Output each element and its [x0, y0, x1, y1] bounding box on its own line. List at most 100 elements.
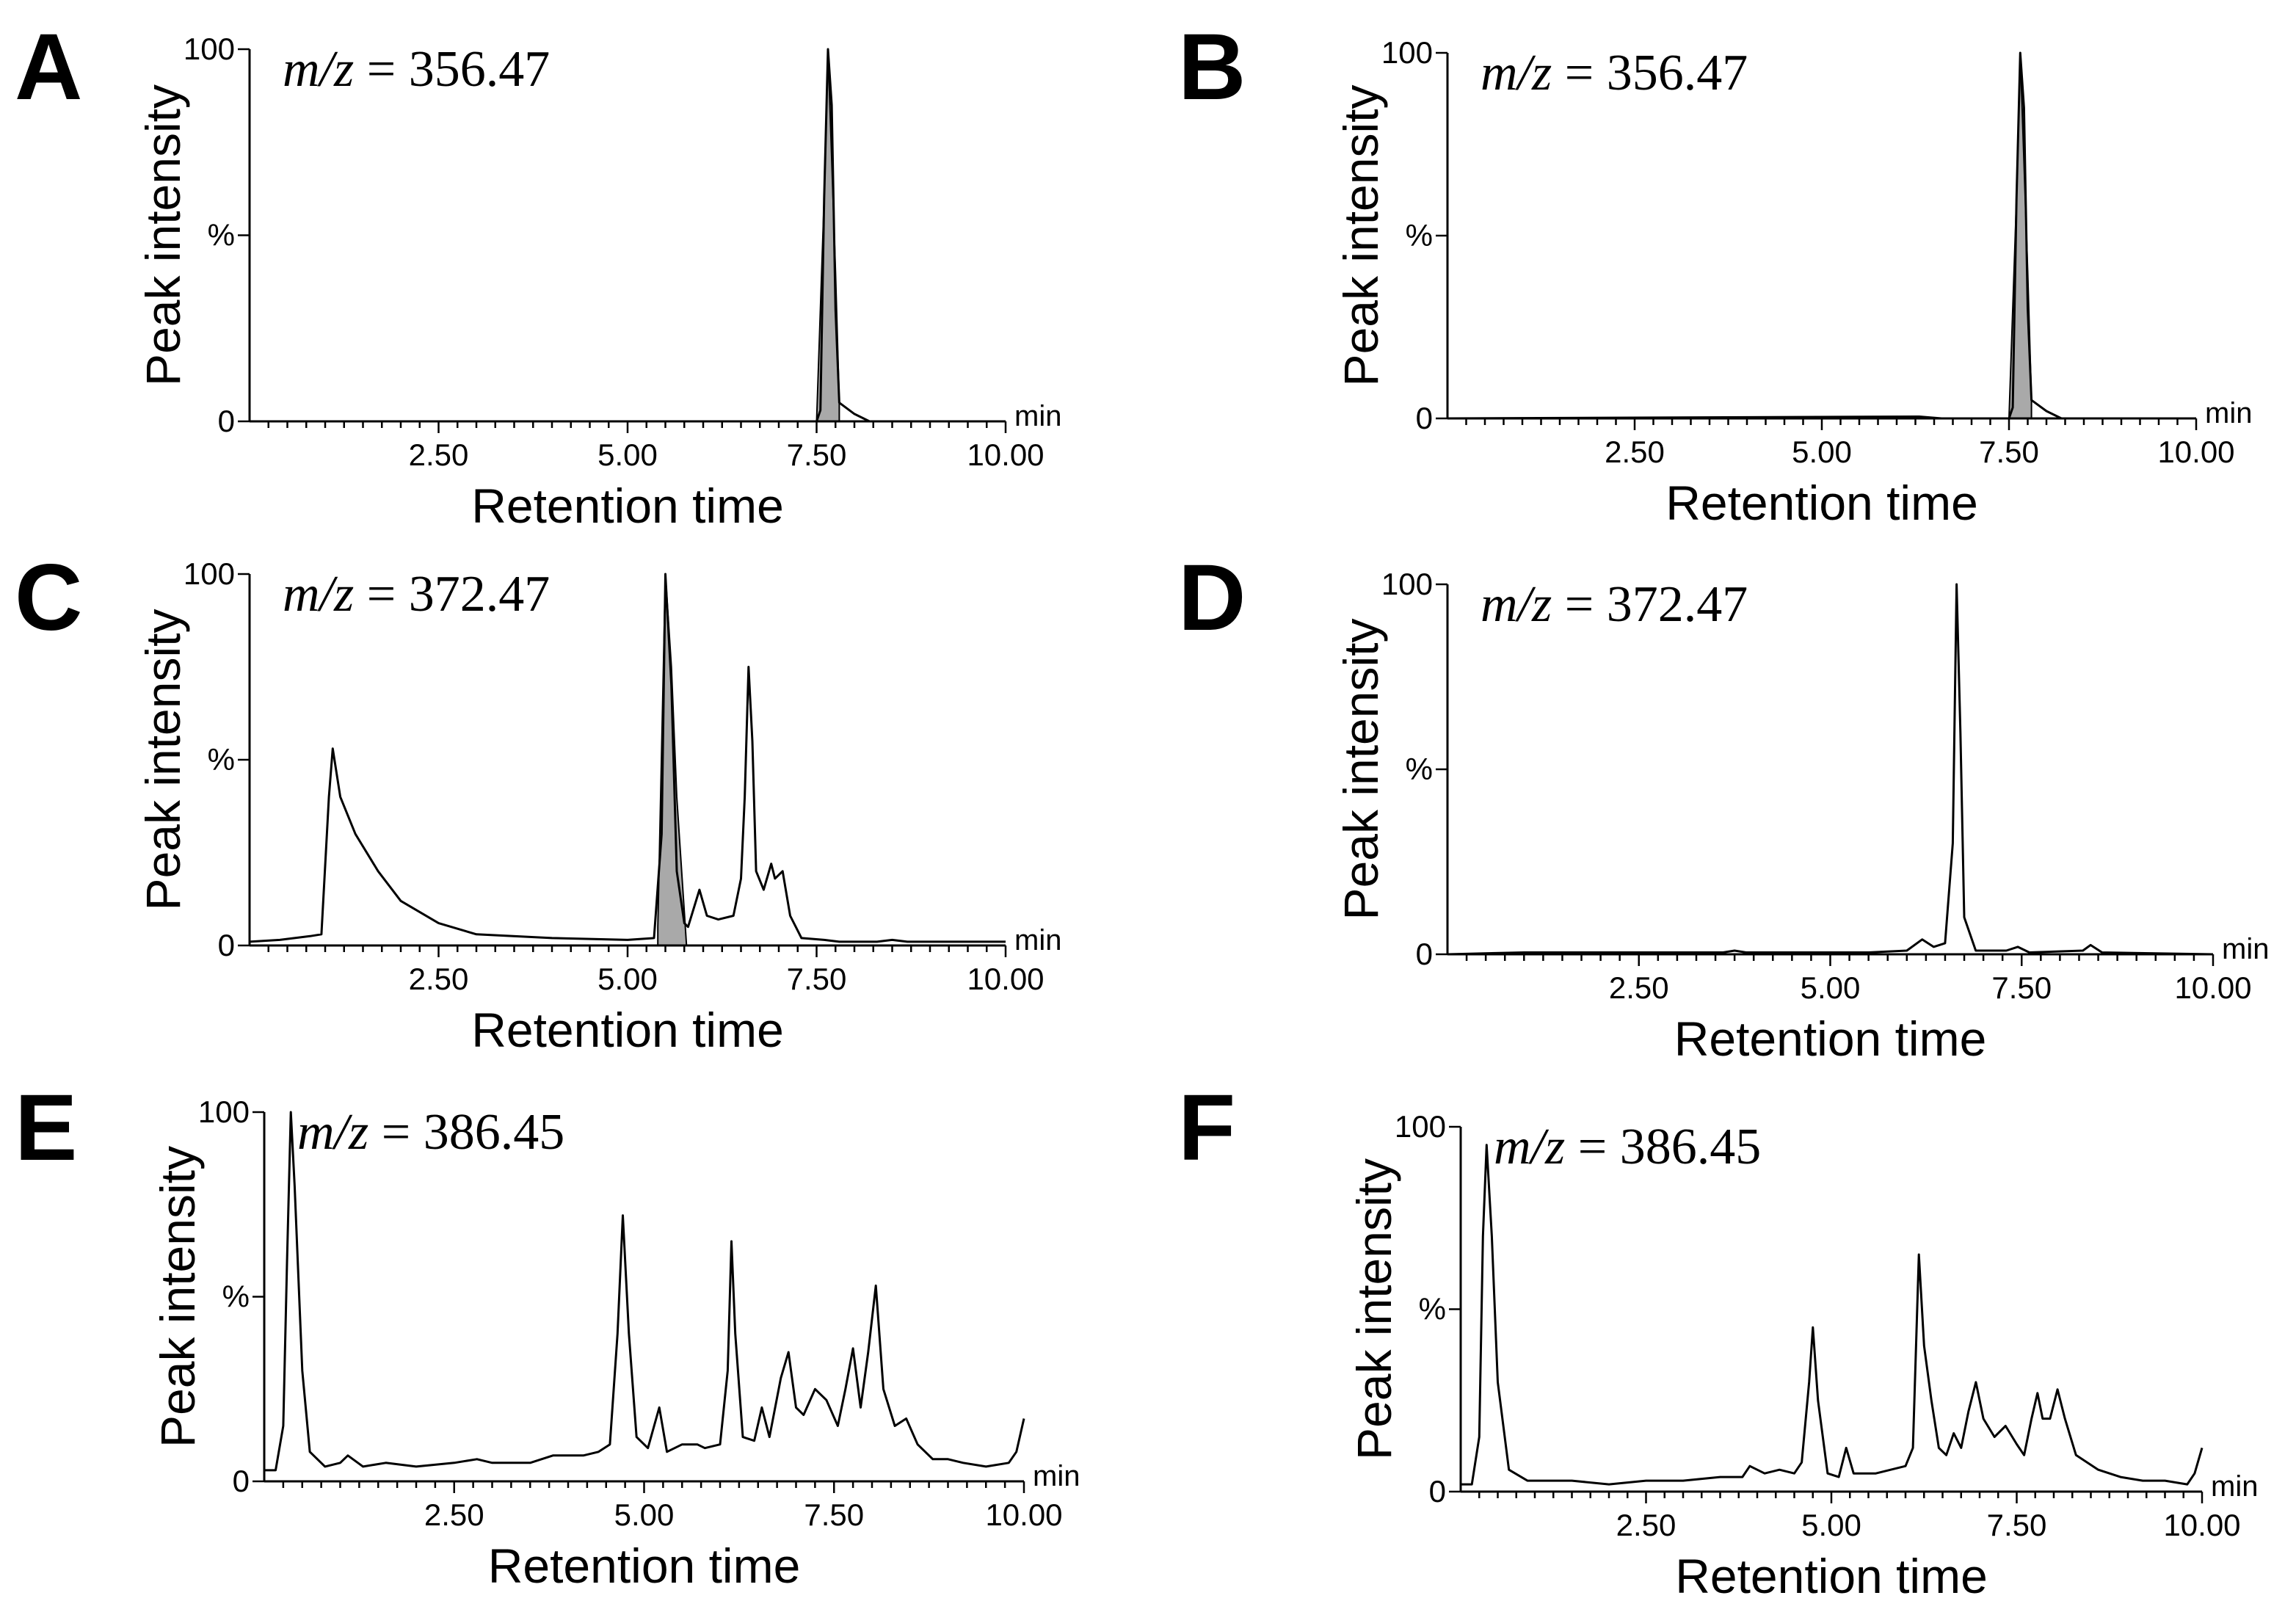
y-tick-label: 100 [184, 556, 235, 591]
panel-label-d: D [1178, 545, 1246, 650]
mz-annotation-value: 386.45 [424, 1104, 565, 1161]
x-tick-label: 7.50 [1991, 970, 2052, 1005]
panel-label-b: B [1178, 15, 1246, 120]
mz-annotation: m/z = 386.45 [1494, 1119, 1761, 1175]
x-tick-label: 5.00 [1801, 1508, 1861, 1542]
mz-annotation-equals: = [354, 41, 408, 98]
x-tick-label: 5.00 [614, 1497, 675, 1532]
x-tick-label: 7.50 [1979, 435, 2039, 469]
panel-a: A 2.50 5.00 7.50 10.00 min 0% 100 Peak intensity… [15, 15, 1061, 533]
panel-d: D 2.50 5.00 7.50 10.00 min 0% 100 Peak intensity… [1178, 545, 2269, 1066]
x-axis-title: Retention time [471, 1003, 784, 1057]
y-tick-label: % [1406, 218, 1433, 253]
y-tick-label: 0 [233, 1464, 250, 1498]
chromatogram-trace [249, 573, 1006, 943]
y-tick-label: 100 [1381, 35, 1433, 70]
panel-label-c: C [15, 545, 82, 650]
y-axis-title: Peak intensity [150, 1146, 205, 1448]
y-axis-title: Peak intensity [1347, 1158, 1401, 1460]
x-tick-label: 10.00 [2163, 1508, 2240, 1542]
y-axis-title: Peak intensity [1334, 619, 1388, 921]
x-tick-label: 2.50 [409, 962, 469, 996]
x-tick-label: 2.50 [1605, 435, 1665, 469]
x-tick-label: 2.50 [424, 1497, 484, 1532]
y-axis-title: Peak intensity [136, 84, 190, 386]
mz-annotation-prefix: m/z [283, 41, 354, 98]
y-tick-label: 0 [1416, 401, 1433, 435]
panel-label-f: F [1178, 1075, 1235, 1180]
mz-annotation-equals: = [368, 1104, 423, 1161]
x-tick-label: 5.00 [1801, 970, 1861, 1005]
x-axis-title: Retention time [488, 1539, 801, 1593]
y-tick-label: 0 [218, 404, 235, 438]
mz-annotation: m/z = 356.47 [283, 41, 550, 98]
mz-annotation-equals: = [354, 566, 408, 622]
y-tick-label: % [208, 218, 235, 253]
x-tick-label: 10.00 [967, 438, 1044, 472]
x-tick-label: 10.00 [967, 962, 1044, 996]
panel-b: B 2.50 5.00 7.50 10.00 min 0% 100 Peak intensity… [1178, 15, 2252, 530]
y-tick-label: % [222, 1279, 250, 1314]
x-unit-label: min [1033, 1460, 1080, 1492]
mz-annotation-prefix: m/z [1494, 1119, 1565, 1175]
chromatogram-trace [1447, 583, 2214, 956]
panel-f: F 2.50 5.00 7.50 10.00 min 0% 100 Peak intensity… [1178, 1075, 2258, 1603]
y-tick-label: % [1419, 1292, 1446, 1326]
x-tick-label: 5.00 [597, 438, 658, 472]
panel-e: E 2.50 5.00 7.50 10.00 min 0% 100 Peak intensity… [15, 1075, 1080, 1593]
y-tick-label: 100 [1395, 1109, 1446, 1144]
x-unit-label: min [2205, 397, 2252, 429]
y-tick-label: 100 [198, 1094, 250, 1129]
y-axis-title: Peak intensity [136, 609, 190, 911]
x-tick-label: 10.00 [985, 1497, 1062, 1532]
mz-annotation: m/z = 372.47 [1481, 576, 1748, 633]
mz-annotation-value: 372.47 [1607, 576, 1748, 633]
x-tick-label: 10.00 [2157, 435, 2234, 469]
mz-annotation-equals: = [1565, 1119, 1619, 1175]
y-tick-label: 0 [218, 928, 235, 962]
chromatogram-trace [1461, 1144, 2204, 1486]
x-axis-title: Retention time [471, 479, 784, 533]
mz-annotation-prefix: m/z [1481, 576, 1552, 633]
panel-label-a: A [15, 15, 82, 120]
y-tick-label: 100 [184, 32, 235, 66]
mz-annotation-value: 386.45 [1620, 1119, 1762, 1175]
y-tick-label: % [1406, 752, 1433, 786]
mz-annotation-prefix: m/z [297, 1104, 368, 1161]
mz-annotation-value: 372.47 [409, 566, 551, 622]
x-tick-label: 2.50 [1609, 970, 1669, 1005]
x-axis-title: Retention time [1665, 476, 1978, 530]
x-axis-title: Retention time [1675, 1549, 1988, 1603]
x-tick-label: 7.50 [787, 962, 847, 996]
x-tick-label: 7.50 [787, 438, 847, 472]
mz-annotation-prefix: m/z [1481, 45, 1552, 101]
panel-c: C 2.50 5.00 7.50 10.00 min 0% 100 Peak intensity… [15, 545, 1061, 1057]
y-tick-label: 100 [1381, 567, 1433, 601]
y-tick-label: 0 [1429, 1474, 1446, 1508]
panel-label-e: E [15, 1075, 77, 1180]
x-unit-label: min [1014, 924, 1061, 956]
x-tick-label: 7.50 [804, 1497, 864, 1532]
x-axis-title: Retention time [1674, 1012, 1987, 1066]
chromatogram-trace [264, 1111, 1025, 1472]
x-tick-label: 2.50 [1616, 1508, 1676, 1542]
mz-annotation: m/z = 356.47 [1481, 45, 1748, 101]
x-unit-label: min [2222, 933, 2269, 965]
x-unit-label: min [2211, 1470, 2258, 1503]
mz-annotation-equals: = [1552, 45, 1606, 101]
y-axis-title: Peak intensity [1334, 85, 1388, 387]
mz-annotation: m/z = 372.47 [283, 566, 550, 622]
mz-annotation-value: 356.47 [1607, 45, 1748, 101]
mz-annotation-equals: = [1552, 576, 1606, 633]
y-tick-label: 0 [1416, 937, 1433, 971]
y-tick-label: % [208, 742, 235, 777]
x-tick-label: 10.00 [2174, 970, 2251, 1005]
x-tick-label: 2.50 [409, 438, 469, 472]
mz-annotation-prefix: m/z [283, 566, 354, 622]
mz-annotation-value: 356.47 [409, 41, 551, 98]
x-tick-label: 5.00 [597, 962, 658, 996]
chromatogram-trace [250, 48, 1006, 423]
mz-annotation: m/z = 386.45 [297, 1104, 564, 1161]
